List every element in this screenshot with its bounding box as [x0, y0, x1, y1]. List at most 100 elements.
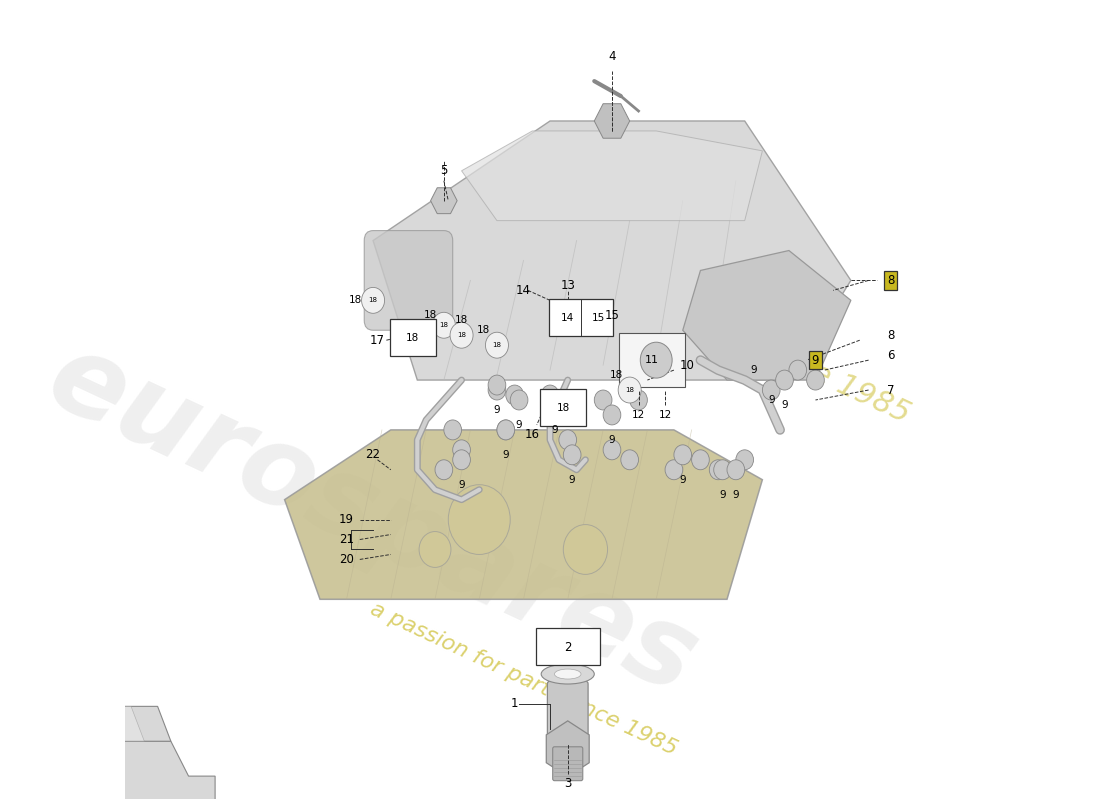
Circle shape — [736, 450, 754, 470]
Text: 6: 6 — [887, 349, 894, 362]
Text: 9: 9 — [750, 365, 757, 375]
Circle shape — [594, 390, 612, 410]
Polygon shape — [462, 131, 762, 221]
Text: 21: 21 — [339, 533, 354, 546]
Text: 12: 12 — [631, 410, 645, 420]
Circle shape — [666, 460, 683, 480]
Text: a passion for parts since 1985: a passion for parts since 1985 — [366, 599, 680, 759]
Text: 8: 8 — [887, 274, 894, 287]
Circle shape — [453, 450, 471, 470]
Text: 18: 18 — [493, 342, 502, 348]
Circle shape — [541, 385, 559, 405]
Circle shape — [629, 390, 648, 410]
Polygon shape — [91, 706, 170, 742]
Polygon shape — [683, 250, 851, 380]
Text: 9: 9 — [608, 435, 615, 445]
Text: 17: 17 — [370, 334, 385, 346]
Text: 18: 18 — [439, 322, 449, 328]
Ellipse shape — [541, 664, 594, 684]
Polygon shape — [547, 721, 590, 777]
Circle shape — [776, 370, 793, 390]
Circle shape — [453, 440, 471, 460]
Text: 9: 9 — [494, 405, 501, 415]
Circle shape — [559, 430, 576, 450]
FancyBboxPatch shape — [536, 628, 600, 665]
Text: 7: 7 — [887, 383, 894, 397]
Text: 3: 3 — [564, 777, 571, 790]
Text: eurospares: eurospares — [32, 322, 714, 717]
Circle shape — [485, 332, 508, 358]
Circle shape — [488, 380, 506, 400]
Text: 4: 4 — [608, 50, 616, 62]
Text: 2: 2 — [564, 641, 572, 654]
Text: 14: 14 — [561, 314, 574, 323]
Text: 18: 18 — [625, 387, 635, 393]
Text: 18: 18 — [349, 295, 362, 306]
Circle shape — [497, 420, 515, 440]
Ellipse shape — [554, 669, 581, 679]
Polygon shape — [47, 742, 216, 800]
Circle shape — [432, 312, 455, 338]
Text: 16: 16 — [525, 428, 540, 442]
Circle shape — [488, 375, 506, 395]
Circle shape — [510, 390, 528, 410]
Circle shape — [434, 460, 453, 480]
Text: 9: 9 — [569, 474, 575, 485]
Circle shape — [727, 460, 745, 480]
Polygon shape — [373, 121, 851, 380]
Text: 18: 18 — [406, 334, 419, 343]
Circle shape — [603, 405, 620, 425]
FancyBboxPatch shape — [364, 230, 453, 330]
Circle shape — [714, 460, 732, 480]
Circle shape — [506, 385, 524, 405]
Text: 10: 10 — [680, 358, 694, 372]
Text: 20: 20 — [339, 553, 354, 566]
Circle shape — [546, 395, 563, 415]
Text: 18: 18 — [368, 298, 377, 303]
FancyBboxPatch shape — [540, 389, 586, 426]
Polygon shape — [594, 104, 629, 138]
Text: 18: 18 — [557, 403, 570, 413]
FancyBboxPatch shape — [548, 681, 588, 742]
FancyBboxPatch shape — [389, 319, 436, 356]
Text: 13: 13 — [560, 279, 575, 292]
Text: 11: 11 — [645, 355, 659, 365]
Text: 9: 9 — [812, 354, 820, 366]
Text: 9: 9 — [516, 420, 522, 430]
Text: 18: 18 — [424, 310, 437, 320]
Polygon shape — [91, 706, 144, 742]
Text: 9: 9 — [503, 450, 509, 460]
Circle shape — [806, 370, 824, 390]
FancyBboxPatch shape — [552, 746, 583, 781]
Circle shape — [419, 531, 451, 567]
Circle shape — [497, 420, 515, 440]
Text: 14: 14 — [516, 284, 531, 297]
Text: 9: 9 — [459, 480, 465, 490]
FancyBboxPatch shape — [549, 299, 613, 336]
Text: 5: 5 — [440, 164, 448, 178]
Circle shape — [710, 460, 727, 480]
Text: 8: 8 — [887, 329, 894, 342]
FancyBboxPatch shape — [619, 334, 684, 387]
Text: 1: 1 — [510, 698, 518, 710]
Text: 9: 9 — [551, 425, 558, 435]
Circle shape — [563, 445, 581, 465]
Polygon shape — [430, 188, 458, 214]
Text: 15: 15 — [592, 314, 605, 323]
Text: 9: 9 — [781, 400, 788, 410]
Text: 12: 12 — [659, 410, 672, 420]
Circle shape — [762, 380, 780, 400]
Text: 18: 18 — [477, 326, 491, 335]
Text: 9: 9 — [768, 395, 774, 405]
Circle shape — [640, 342, 672, 378]
Text: 9: 9 — [680, 474, 686, 485]
Circle shape — [449, 485, 510, 554]
Text: 18: 18 — [458, 332, 466, 338]
Circle shape — [618, 377, 641, 403]
Circle shape — [674, 445, 692, 465]
Text: 22: 22 — [365, 448, 381, 462]
Text: since 1985: since 1985 — [751, 332, 915, 428]
Circle shape — [789, 360, 806, 380]
Circle shape — [563, 525, 607, 574]
Text: 15: 15 — [605, 309, 619, 322]
